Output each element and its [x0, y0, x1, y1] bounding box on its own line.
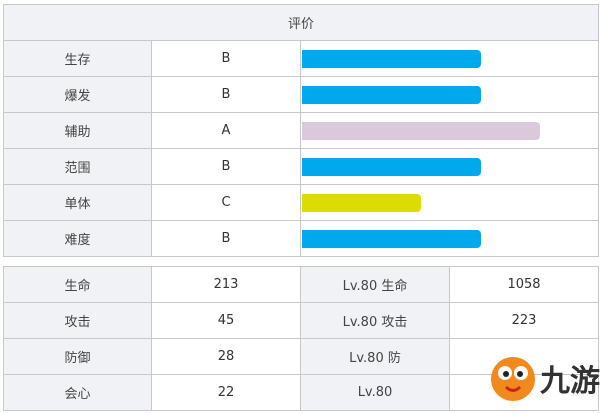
- evaluation-label: 生存: [3, 40, 152, 77]
- stat-lv80-value: 1058: [449, 266, 599, 303]
- evaluation-row: 范围 B: [3, 148, 600, 185]
- stat-value: 213: [151, 266, 301, 303]
- stats-row: 会心 22 Lv.80: [3, 374, 599, 411]
- evaluation-bar: [302, 50, 481, 68]
- evaluation-table: 评价 生存 B 爆发 B 辅助 A 范围 B 单体 C 难度 B: [2, 4, 600, 257]
- stat-label: 生命: [3, 266, 152, 303]
- evaluation-bar: [302, 86, 481, 104]
- stat-value: 45: [151, 302, 301, 339]
- evaluation-grade: B: [151, 76, 301, 113]
- evaluation-bar-cell: [299, 76, 600, 113]
- stat-lv80-label: Lv.80 防: [300, 338, 450, 375]
- evaluation-header: 评价: [2, 4, 600, 41]
- stat-label: 攻击: [3, 302, 152, 339]
- evaluation-bar-cell: [299, 40, 600, 77]
- evaluation-row: 辅助 A: [3, 112, 600, 149]
- evaluation-bar-cell: [299, 220, 600, 257]
- stats-row: 防御 28 Lv.80 防: [3, 338, 599, 375]
- evaluation-bar-cell: [299, 184, 600, 221]
- evaluation-grade: C: [151, 184, 301, 221]
- evaluation-bar: [302, 158, 481, 176]
- stat-lv80-label: Lv.80 攻击: [300, 302, 450, 339]
- evaluation-bar-cell: [299, 148, 600, 185]
- mascot-logo-icon: [491, 357, 535, 401]
- evaluation-label: 难度: [3, 220, 152, 257]
- evaluation-grade: B: [151, 148, 301, 185]
- stat-value: 22: [151, 374, 301, 411]
- stat-value: 28: [151, 338, 301, 375]
- stat-label: 防御: [3, 338, 152, 375]
- evaluation-label: 爆发: [3, 76, 152, 113]
- evaluation-row: 单体 C: [3, 184, 600, 221]
- stats-row: 生命 213 Lv.80 生命 1058: [3, 266, 599, 303]
- evaluation-header-row: 评价: [2, 4, 600, 41]
- evaluation-label: 范围: [3, 148, 152, 185]
- stat-lv80-label: Lv.80 生命: [300, 266, 450, 303]
- evaluation-label: 单体: [3, 184, 152, 221]
- evaluation-grade: A: [151, 112, 301, 149]
- evaluation-grade: B: [151, 220, 301, 257]
- evaluation-bar: [302, 230, 481, 248]
- watermark-text: 九游: [540, 364, 600, 399]
- evaluation-bar-cell: [299, 112, 600, 149]
- evaluation-bar: [302, 122, 540, 140]
- evaluation-grade: B: [151, 40, 301, 77]
- evaluation-bar: [302, 194, 421, 212]
- evaluation-row: 生存 B: [3, 40, 600, 77]
- evaluation-row: 难度 B: [3, 220, 600, 257]
- stats-row: 攻击 45 Lv.80 攻击 223: [3, 302, 599, 339]
- stat-lv80-value: 223: [449, 302, 599, 339]
- stat-label: 会心: [3, 374, 152, 411]
- evaluation-row: 爆发 B: [3, 76, 600, 113]
- stats-table: 生命 213 Lv.80 生命 1058 攻击 45 Lv.80 攻击 223 防御 28 Lv.8…: [3, 266, 599, 411]
- evaluation-label: 辅助: [3, 112, 152, 149]
- stat-lv80-label: Lv.80: [300, 374, 450, 411]
